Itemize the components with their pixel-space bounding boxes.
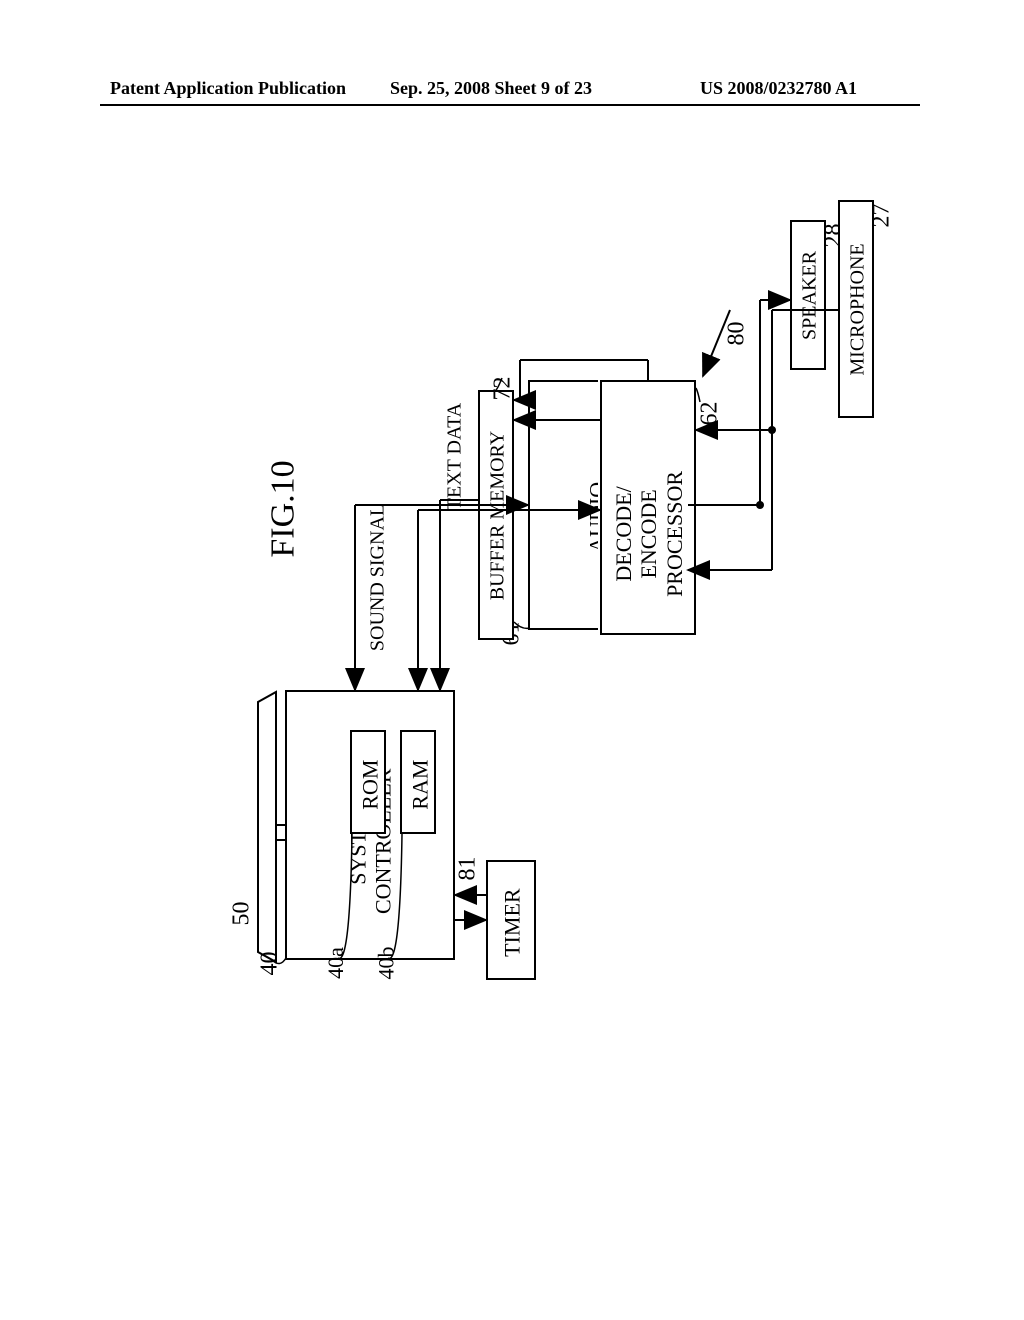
microphone-label: MICROPHONE (847, 204, 870, 416)
text-data-label: TEXT DATA (444, 387, 467, 527)
sound-signal-label: SOUND SIGNAL (367, 488, 390, 668)
diagram-layer: DECODE/ENCODEPROCESSOR 62 BUFFER MEMORY … (0, 0, 1024, 1320)
ref-81: 81 (455, 857, 482, 881)
speaker-label: SPEAKER (799, 222, 822, 370)
ref-72: 72 (490, 377, 517, 401)
timer-block: TIMER (486, 860, 536, 980)
decode-encode-label: DECODE/ENCODEPROCESSOR (611, 409, 687, 659)
wiring (0, 0, 1024, 1320)
buffer-memory-block: BUFFER MEMORY (478, 390, 514, 640)
buffer-memory-label: BUFFER MEMORY (487, 394, 510, 638)
ref-27: 27 (869, 204, 896, 228)
decode-encode-block: DECODE/ENCODEPROCESSOR (600, 380, 696, 635)
microphone-block: MICROPHONE (838, 200, 874, 418)
ref-62: 62 (697, 402, 724, 426)
timer-label: TIMER (499, 865, 524, 981)
